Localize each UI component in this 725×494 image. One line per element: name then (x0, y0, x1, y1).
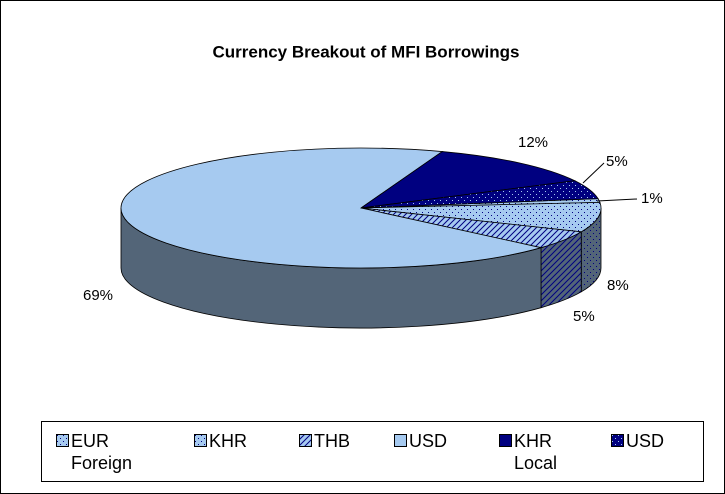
legend-entry: USD (394, 430, 499, 481)
chart-title: Currency Breakout of MFI Borrowings (213, 42, 520, 61)
data-label: 5% (606, 153, 628, 170)
legend-label: EUR Foreign (71, 431, 133, 473)
legend-swatch (611, 434, 624, 447)
legend-swatch (194, 434, 207, 447)
pie-slice (120, 147, 542, 269)
leader-line (582, 162, 605, 184)
legend-swatch (56, 434, 69, 447)
legend-label: KHR (209, 431, 248, 451)
legend: EUR Foreign KHR THB USD KHR Local USD (41, 421, 704, 482)
legend-label: USD (409, 431, 448, 451)
legend-swatch (499, 434, 512, 447)
legend-label: USD (626, 431, 665, 451)
legend-entry: USD (611, 430, 701, 481)
legend-entry: KHR (194, 430, 299, 481)
pie-slice (360, 151, 577, 209)
legend-swatch (394, 434, 407, 447)
plot: Currency Breakout of MFI Borrowings 1% 8%… (83, 42, 663, 329)
legend-entry: KHR Local (499, 430, 611, 481)
data-label: 5% (573, 308, 595, 325)
legend-label: THB (314, 431, 350, 451)
legend-swatch (299, 434, 312, 447)
data-label: 69% (83, 287, 113, 304)
leader-line (596, 198, 638, 202)
pie-slice (360, 201, 602, 233)
data-label: 8% (607, 277, 629, 294)
data-label: 1% (641, 190, 663, 207)
legend-entry: THB (299, 430, 394, 481)
data-label: 12% (518, 134, 548, 151)
legend-entry: EUR Foreign (56, 430, 194, 481)
pie-slice (360, 180, 599, 209)
legend-label: KHR Local (514, 431, 558, 473)
